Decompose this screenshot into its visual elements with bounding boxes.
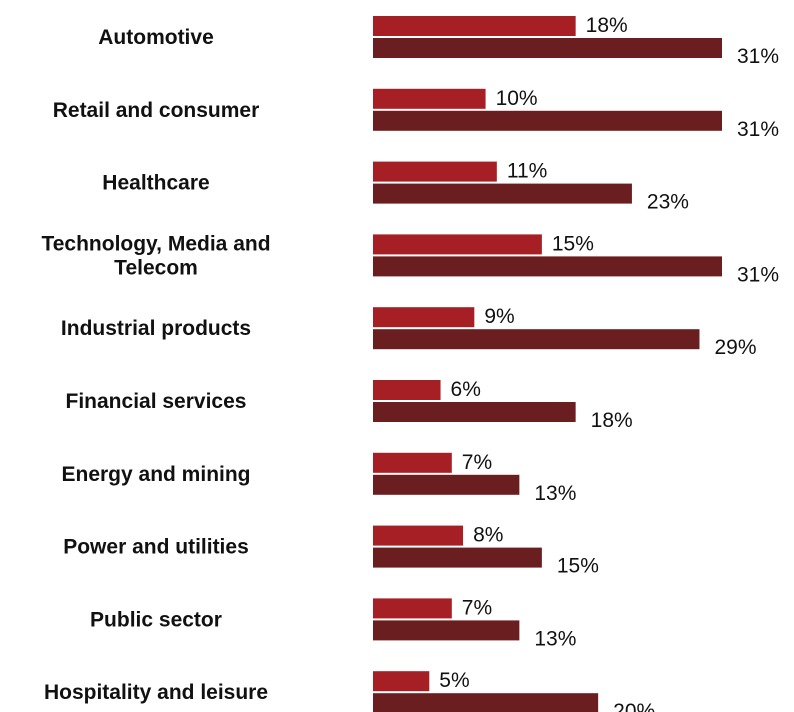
category-label: Retail and consumer (53, 99, 260, 122)
bar-series-2 (373, 111, 722, 131)
value-label: 9% (484, 305, 514, 328)
bar-series-1 (373, 380, 441, 400)
bar-series-2 (373, 256, 722, 276)
value-label: 20% (613, 700, 655, 712)
bar-group: Retail and consumer 10% 31% (53, 87, 779, 141)
bar-group: Power and utilities 8% 15% (63, 524, 599, 578)
bar-series-1 (373, 16, 576, 36)
value-label: 11% (507, 160, 547, 183)
category-label: Public sector (90, 608, 222, 631)
value-label: 8% (473, 524, 503, 547)
value-label: 13% (534, 627, 576, 650)
value-label: 18% (586, 14, 628, 37)
bar-group: Industrial products 9% 29% (61, 305, 757, 359)
value-label: 15% (557, 555, 599, 578)
value-label: 13% (534, 482, 576, 505)
bar-group: Healthcare 11% 23% (102, 160, 689, 214)
bar-series-2 (373, 475, 519, 495)
value-label: 15% (552, 232, 594, 255)
category-label: Industrial products (61, 317, 251, 340)
bar-group: Energy and mining 7% 13% (61, 451, 576, 505)
bar-series-1 (373, 526, 463, 546)
bar-series-1 (373, 598, 452, 618)
category-label: Power and utilities (63, 536, 249, 559)
value-label: 29% (714, 336, 756, 359)
bar-group: Financial services 6% 18% (66, 378, 633, 432)
category-label: Hospitality and leisure (44, 681, 268, 704)
bar-series-2 (373, 620, 519, 640)
value-label: 31% (737, 263, 779, 286)
bar-series-1 (373, 162, 497, 182)
value-label: 7% (462, 451, 492, 474)
value-label: 5% (439, 669, 469, 692)
bar-series-2 (373, 402, 576, 422)
bar-series-1 (373, 453, 452, 473)
value-label: 23% (647, 191, 689, 214)
value-label: 10% (496, 87, 538, 110)
bar-series-1 (373, 671, 429, 691)
category-label: Healthcare (102, 172, 209, 195)
bar-group: Automotive 18% 31% (98, 14, 779, 68)
bar-series-1 (373, 307, 474, 327)
bar-series-1 (373, 234, 542, 254)
bar-series-2 (373, 548, 542, 568)
bar-group: Public sector 7% 13% (90, 596, 576, 650)
category-label: Technology, Media and Telecom (41, 232, 270, 279)
bar-series-1 (373, 89, 486, 109)
category-label: Energy and mining (61, 463, 250, 486)
bar-series-2 (373, 184, 632, 204)
value-label: 31% (737, 118, 779, 141)
bar-group: Technology, Media and Telecom 15% 31% (41, 232, 779, 286)
value-label: 18% (591, 409, 633, 432)
bar-group: Hospitality and leisure 5% 20% (44, 669, 655, 712)
bar-series-2 (373, 693, 598, 712)
category-label: Automotive (98, 26, 214, 49)
value-label: 31% (737, 45, 779, 68)
category-label: Financial services (66, 390, 247, 413)
bar-series-2 (373, 329, 699, 349)
value-label: 6% (451, 378, 481, 401)
value-label: 7% (462, 596, 492, 619)
bar-series-2 (373, 38, 722, 58)
